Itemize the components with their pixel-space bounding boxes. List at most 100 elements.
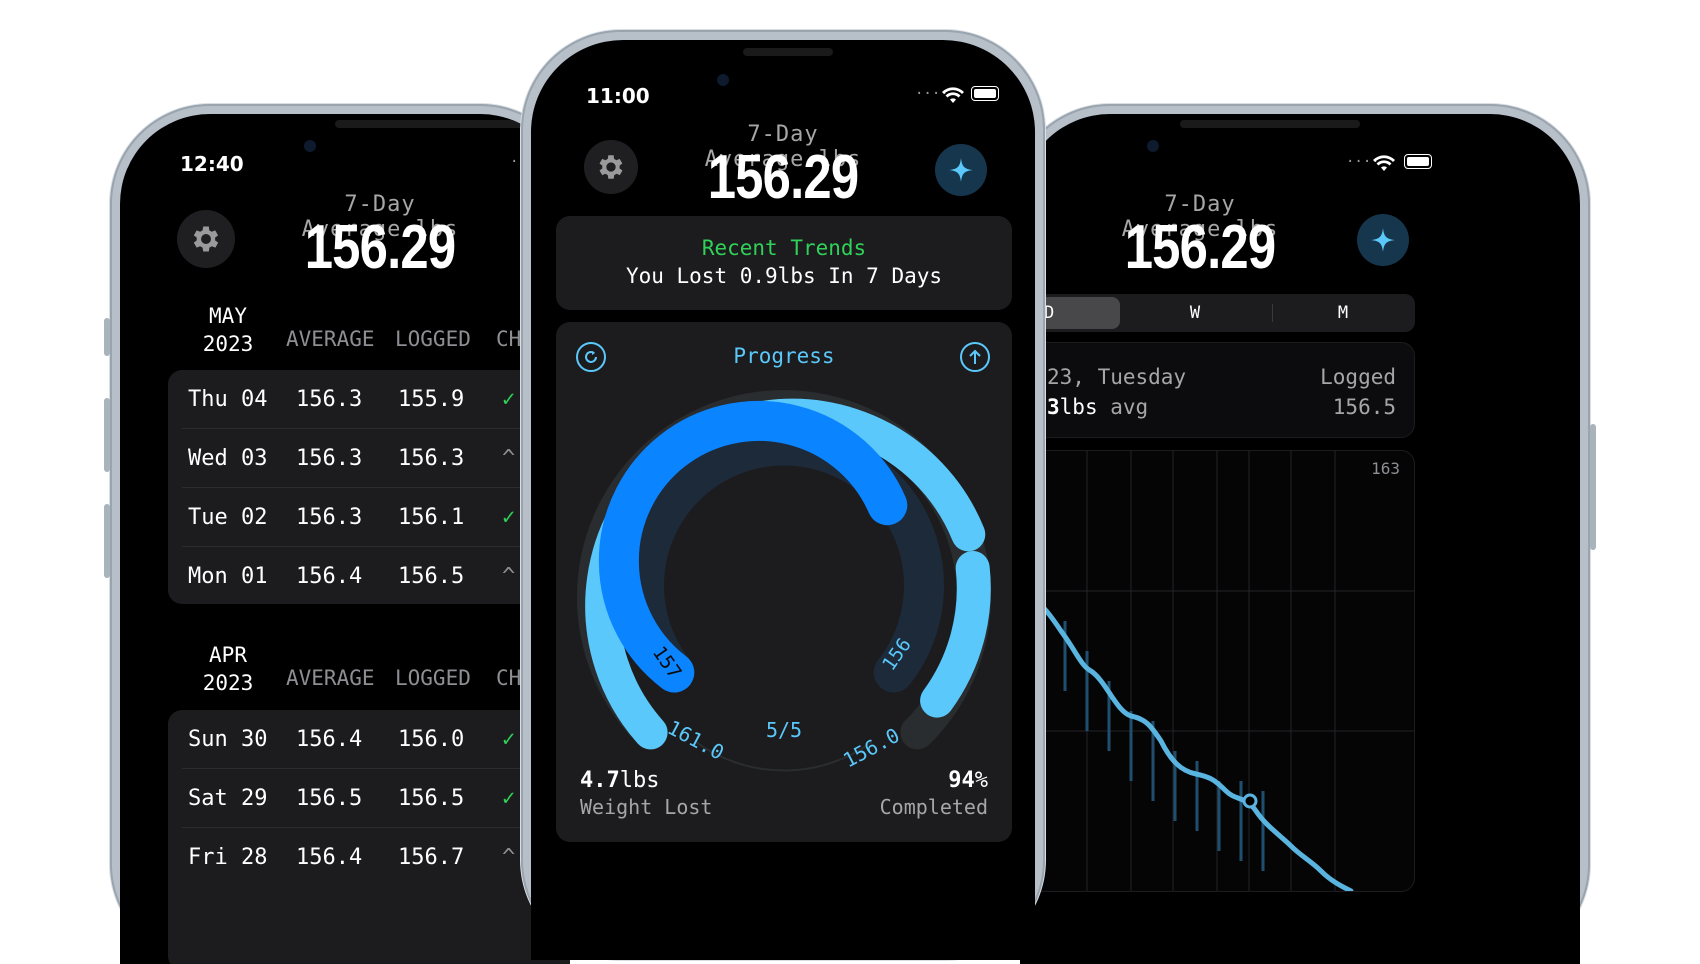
lost-unit: lbs (619, 768, 660, 793)
chart-plot (1021, 451, 1414, 891)
pct-caption: Completed (879, 795, 988, 819)
segment-w-label: W (1189, 303, 1201, 323)
table-row[interactable]: Thu 04 156.3 155.9 ✓ 0 (168, 370, 570, 428)
table-row[interactable]: Mon 01 156.4 156.5 ^ 0 (168, 547, 570, 605)
reset-button[interactable] (576, 342, 606, 372)
arrow-up-icon (969, 349, 981, 364)
day-detail-card: 23, Tuesday 3lbs avg Logged 156.5 (1020, 342, 1415, 438)
table-row[interactable]: Sun 30 156.4 156.0 ✓ 0 (168, 710, 570, 768)
pct-value: 94 (948, 768, 975, 793)
may-table: Thu 04 156.3 155.9 ✓ 0 Wed 03 156.3 156.… (168, 370, 570, 604)
detail-avg: 3lbs avg (1047, 395, 1148, 419)
check-icon: ✓ (502, 504, 516, 530)
progress-title: Progress (733, 344, 835, 368)
trends-text: You Lost 0.9lbs In 7 Days (625, 264, 943, 288)
wifi-icon (1373, 155, 1395, 171)
right-camera (1147, 140, 1159, 152)
end-label: 156.0 (839, 723, 903, 772)
left-camera (304, 140, 316, 152)
segment-w[interactable]: W (1130, 297, 1260, 329)
detail-logged-value: 156.5 (1332, 395, 1396, 419)
trends-title: Recent Trends (701, 236, 867, 260)
percent-completed: 94% Completed (880, 768, 988, 819)
month: APR (209, 643, 247, 667)
row-day: Tue 02 (188, 504, 268, 530)
row-day: Mon 01 (188, 563, 268, 589)
chart-label: 163 (1371, 459, 1400, 478)
col-average: AVERAGE (286, 327, 375, 351)
inner-progress-arc (598, 401, 908, 693)
progress-gauge: 157 156 161.0 156.0 5/5 (577, 390, 991, 772)
recent-trends-card[interactable]: Recent Trends You Lost 0.9lbs In 7 Days (556, 216, 1012, 310)
gear-icon (193, 226, 219, 252)
left-side-button (104, 318, 110, 356)
check-icon: ✓ (502, 785, 516, 811)
count-label: 5/5 (766, 718, 802, 742)
lost-caption: Weight Lost (580, 795, 713, 819)
detail-avg-value: 3 (1047, 395, 1060, 419)
row-avg: 156.4 (296, 726, 363, 752)
row-avg: 156.3 (296, 504, 363, 530)
chart-selected-point (1242, 793, 1258, 809)
sparkle-icon (949, 158, 973, 182)
left-volume-down (104, 504, 110, 578)
table-row[interactable]: Sat 29 156.5 156.5 ✓ 0 (168, 769, 570, 827)
table-row[interactable]: Tue 02 156.3 156.1 ✓ 0 (168, 488, 570, 546)
right-header-label: 7-Day Average·lbs (1121, 192, 1279, 242)
ai-insights-button[interactable] (935, 144, 987, 196)
sparkle-icon (1371, 228, 1395, 252)
row-day: Fri 28 (188, 844, 268, 870)
refresh-icon (585, 351, 597, 363)
center-camera (717, 74, 729, 86)
row-avg: 156.3 (296, 386, 363, 412)
check-icon: ✓ (502, 386, 516, 412)
row-logged: 156.5 (398, 785, 465, 811)
left-header-label: 7-Day Average·lbs (301, 192, 459, 242)
segment-m-label: M (1337, 303, 1349, 323)
settings-button[interactable] (584, 140, 638, 194)
right-screen: ···· 7-Day Average·lbs 156.29 D W M 23, … (1020, 114, 1580, 964)
lost-value: 4.7 (580, 768, 620, 793)
settings-button[interactable] (177, 210, 235, 268)
col-average: AVERAGE (286, 666, 375, 690)
month: MAY (209, 304, 247, 328)
left-header-value: 156.29 (304, 213, 456, 282)
row-logged: 156.0 (398, 726, 465, 752)
table-row[interactable]: Wed 03 156.3 156.3 ^ (168, 429, 570, 487)
right-side-button (1590, 424, 1596, 550)
center-screen: 11:00 ···· 7-Day Average·lbs 156.29 Rece… (531, 40, 1035, 960)
center-status-time: 11:00 (586, 84, 650, 108)
right-header-value: 156.29 (1124, 213, 1276, 282)
row-day: Sun 30 (188, 726, 268, 752)
segment-m[interactable]: M (1278, 297, 1408, 329)
check-icon: ✓ (502, 726, 516, 752)
weight-chart[interactable]: 163 (1020, 450, 1415, 892)
row-avg: 156.4 (296, 844, 363, 870)
left-status-time: 12:40 (180, 152, 244, 176)
row-logged: 156.7 (398, 844, 465, 870)
left-month-label: APR 2023 (198, 641, 258, 697)
caret-up-icon: ^ (502, 445, 516, 471)
share-button[interactable] (960, 342, 990, 372)
detail-avg-unit: lbs (1059, 395, 1098, 419)
segmented-control: D W M (1020, 294, 1415, 332)
detail-logged-label: Logged (1320, 365, 1396, 389)
start-label: 161.0 (664, 715, 728, 764)
detail-date: 23, Tuesday (1047, 365, 1187, 389)
weight-lost: 4.7lbs Weight Lost (580, 768, 712, 819)
apr-table: Sun 30 156.4 156.0 ✓ 0 Sat 29 156.5 156.… (168, 710, 570, 964)
ai-insights-button[interactable] (1357, 214, 1409, 266)
left-month-label: MAY 2023 (198, 302, 258, 358)
year: 2023 (202, 332, 254, 356)
wifi-icon (942, 87, 964, 103)
right-status-dots: ···· (1346, 154, 1380, 170)
progress-card: Progress 157 156 161.0 156.0 5 (556, 322, 1012, 842)
segment-d-label: D (1044, 303, 1055, 323)
row-avg: 156.3 (296, 445, 363, 471)
center-header-label: 7-Day Average·lbs (704, 122, 862, 172)
detail-avg-suffix: avg (1110, 395, 1149, 419)
table-row[interactable]: Fri 28 156.4 156.7 ^ 0 (168, 828, 570, 886)
caret-up-icon: ^ (502, 844, 516, 870)
year: 2023 (202, 671, 254, 695)
row-day: Sat 29 (188, 785, 268, 811)
